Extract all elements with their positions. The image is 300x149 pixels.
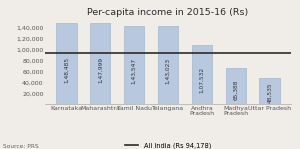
Text: 48,535: 48,535 <box>267 83 272 103</box>
Bar <box>90 23 110 104</box>
Bar <box>260 78 280 104</box>
Bar <box>56 23 76 104</box>
Text: 1,43,023: 1,43,023 <box>166 58 170 84</box>
Text: 1,47,999: 1,47,999 <box>98 57 103 83</box>
Text: 1,48,485: 1,48,485 <box>64 57 69 83</box>
Legend: All India (Rs 94,178): All India (Rs 94,178) <box>122 140 214 149</box>
Text: 1,07,532: 1,07,532 <box>200 66 204 93</box>
Text: 65,388: 65,388 <box>233 79 238 100</box>
Bar <box>124 26 144 104</box>
Bar <box>192 45 212 104</box>
Title: Per-capita income in 2015-16 (Rs): Per-capita income in 2015-16 (Rs) <box>87 8 249 17</box>
Bar <box>226 69 246 104</box>
Text: 1,43,547: 1,43,547 <box>132 58 136 84</box>
Text: Source: PRS: Source: PRS <box>3 144 39 149</box>
Bar <box>158 26 178 104</box>
